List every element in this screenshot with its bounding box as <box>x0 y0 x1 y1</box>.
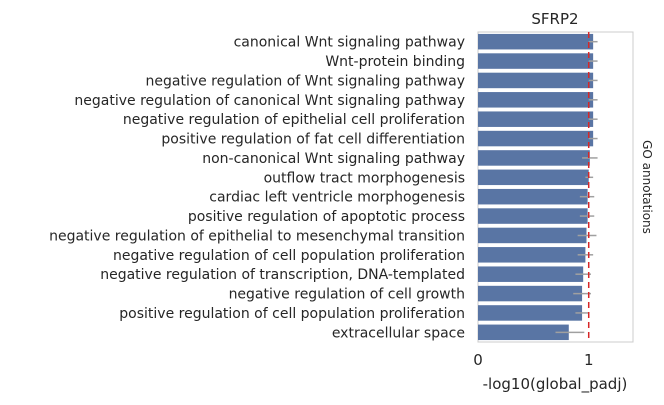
category-label: cardiac left ventricle morphogenesis <box>209 190 465 206</box>
chart-title: SFRP2 <box>531 10 578 28</box>
category-label: positive regulation of apoptotic process <box>188 209 465 225</box>
bar <box>478 324 569 341</box>
bar <box>478 266 584 282</box>
category-label: positive regulation of cell population p… <box>119 306 465 322</box>
bar <box>478 92 594 108</box>
category-label: Wnt-protein binding <box>325 54 465 70</box>
category-label: non-canonical Wnt signaling pathway <box>202 151 465 167</box>
bar <box>478 305 583 321</box>
bar <box>478 208 588 224</box>
bar <box>478 188 588 205</box>
bar <box>478 111 594 127</box>
category-label: negative regulation of cell growth <box>229 287 465 303</box>
category-labels: canonical Wnt signaling pathway Wnt-prote… <box>49 35 465 342</box>
x-axis-label: -log10(global_padj) <box>483 375 628 394</box>
category-label: negative regulation of cell population p… <box>113 248 465 264</box>
x-tick-label: 0 <box>473 351 483 369</box>
bar <box>478 53 594 69</box>
bar <box>478 150 590 166</box>
category-label: negative regulation of canonical Wnt sig… <box>74 93 465 109</box>
category-label: negative regulation of epithelial cell p… <box>123 112 465 128</box>
side-label: GO annotations <box>640 140 654 234</box>
plot-frame <box>477 31 634 343</box>
category-label: outflow tract morphogenesis <box>264 170 465 186</box>
category-label: extracellular space <box>332 325 465 341</box>
category-label: canonical Wnt signaling pathway <box>234 35 465 51</box>
bar <box>478 72 594 89</box>
bar <box>478 130 594 147</box>
category-label: negative regulation of epithelial to mes… <box>49 228 465 244</box>
bar <box>478 285 583 302</box>
bar <box>478 169 589 186</box>
bar <box>478 33 594 50</box>
bars-layer <box>478 33 594 341</box>
category-label: positive regulation of fat cell differen… <box>161 132 465 148</box>
bar <box>478 227 587 244</box>
category-label: negative regulation of Wnt signaling pat… <box>146 73 466 89</box>
category-label: negative regulation of transcription, DN… <box>100 267 465 283</box>
bar <box>478 247 586 263</box>
x-tick-label: 1 <box>584 351 594 369</box>
